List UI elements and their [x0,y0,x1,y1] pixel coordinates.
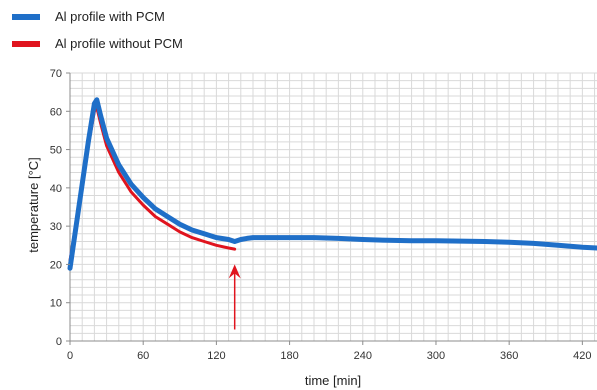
legend: Al profile with PCM Al profile without PC… [12,9,183,51]
x-tick-label: 360 [500,350,518,362]
legend-label: Al profile without PCM [55,36,183,51]
series-group [67,97,597,271]
y-tick-label: 0 [56,336,62,348]
x-tick-label: 420 [573,350,591,362]
x-tick-label: 120 [207,350,225,362]
y-axis-ticks: 0 10 20 30 40 50 60 70 [50,68,70,348]
x-tick-label: 0 [67,350,73,362]
legend-label: Al profile with PCM [55,9,165,24]
series-line-with-pcm [67,97,597,271]
y-tick-label: 10 [50,298,62,310]
y-tick-label: 40 [50,183,62,195]
x-tick-label: 300 [427,350,445,362]
legend-swatch [12,14,40,20]
annotation-group [228,264,241,330]
y-tick-label: 60 [50,106,62,118]
x-axis-ticks: 0 60 120 180 240 300 360 420 [67,341,592,362]
y-tick-label: 50 [50,145,62,157]
y-tick-label: 20 [50,259,62,271]
x-tick-label: 60 [137,350,149,362]
y-axis-label: temperature [°C] [26,157,41,253]
annotation-arrow-head [228,264,241,279]
y-tick-label: 70 [50,68,62,80]
x-tick-label: 240 [354,350,372,362]
legend-swatch [12,41,40,47]
x-axis-label: time [min] [305,373,361,388]
x-tick-label: 180 [280,350,298,362]
y-tick-label: 30 [50,221,62,233]
